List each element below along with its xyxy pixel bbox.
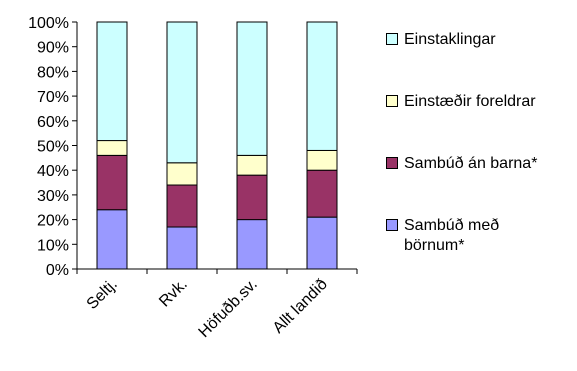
- legend-label: Sambúð án barna*: [404, 155, 538, 172]
- y-tick-label: 20%: [37, 213, 69, 230]
- legend-swatch: [386, 33, 398, 45]
- bar-segment: [96, 140, 128, 156]
- bar-segment: [236, 21, 268, 156]
- legend-label: Einstaklingar: [404, 31, 496, 48]
- bar-segment: [236, 174, 268, 221]
- bar-segment: [306, 216, 338, 270]
- bar-segment: [166, 226, 198, 270]
- y-tick-label: 50%: [37, 139, 69, 156]
- bar-segment: [166, 162, 198, 186]
- y-tick-label: 10%: [37, 237, 69, 254]
- x-tick-label: Allt landið: [270, 276, 331, 337]
- bar-segment: [96, 209, 128, 270]
- y-tick-label: 30%: [37, 188, 69, 205]
- bar-segment: [306, 169, 338, 218]
- x-tick-label: Rvk.: [156, 276, 191, 311]
- x-tick-label: Seltj.: [84, 276, 121, 313]
- legend-label: Einstæðir foreldrar: [404, 93, 536, 110]
- legend-swatch: [386, 157, 398, 169]
- x-tick-label: Höfuðb.sv.: [196, 276, 261, 341]
- bar-segment: [236, 154, 268, 176]
- bar-segment: [306, 149, 338, 171]
- legend-swatch: [386, 95, 398, 107]
- y-tick-label: 70%: [37, 89, 69, 106]
- y-tick-label: 0%: [46, 262, 69, 279]
- y-tick-label: 80%: [37, 64, 69, 81]
- bar-segment: [306, 21, 338, 151]
- legend-label: Sambúð með börnum*: [404, 217, 500, 254]
- bar-segment: [96, 21, 128, 142]
- bar-segment: [96, 154, 128, 211]
- bar-segment: [166, 21, 198, 164]
- legend-swatch: [386, 219, 398, 231]
- y-tick-label: 40%: [37, 163, 69, 180]
- chart-bars: [96, 21, 338, 270]
- bar-segment: [166, 184, 198, 228]
- y-tick-label: 90%: [37, 40, 69, 57]
- y-tick-label: 100%: [28, 15, 69, 32]
- bar-segment: [236, 219, 268, 270]
- y-tick-label: 60%: [37, 114, 69, 131]
